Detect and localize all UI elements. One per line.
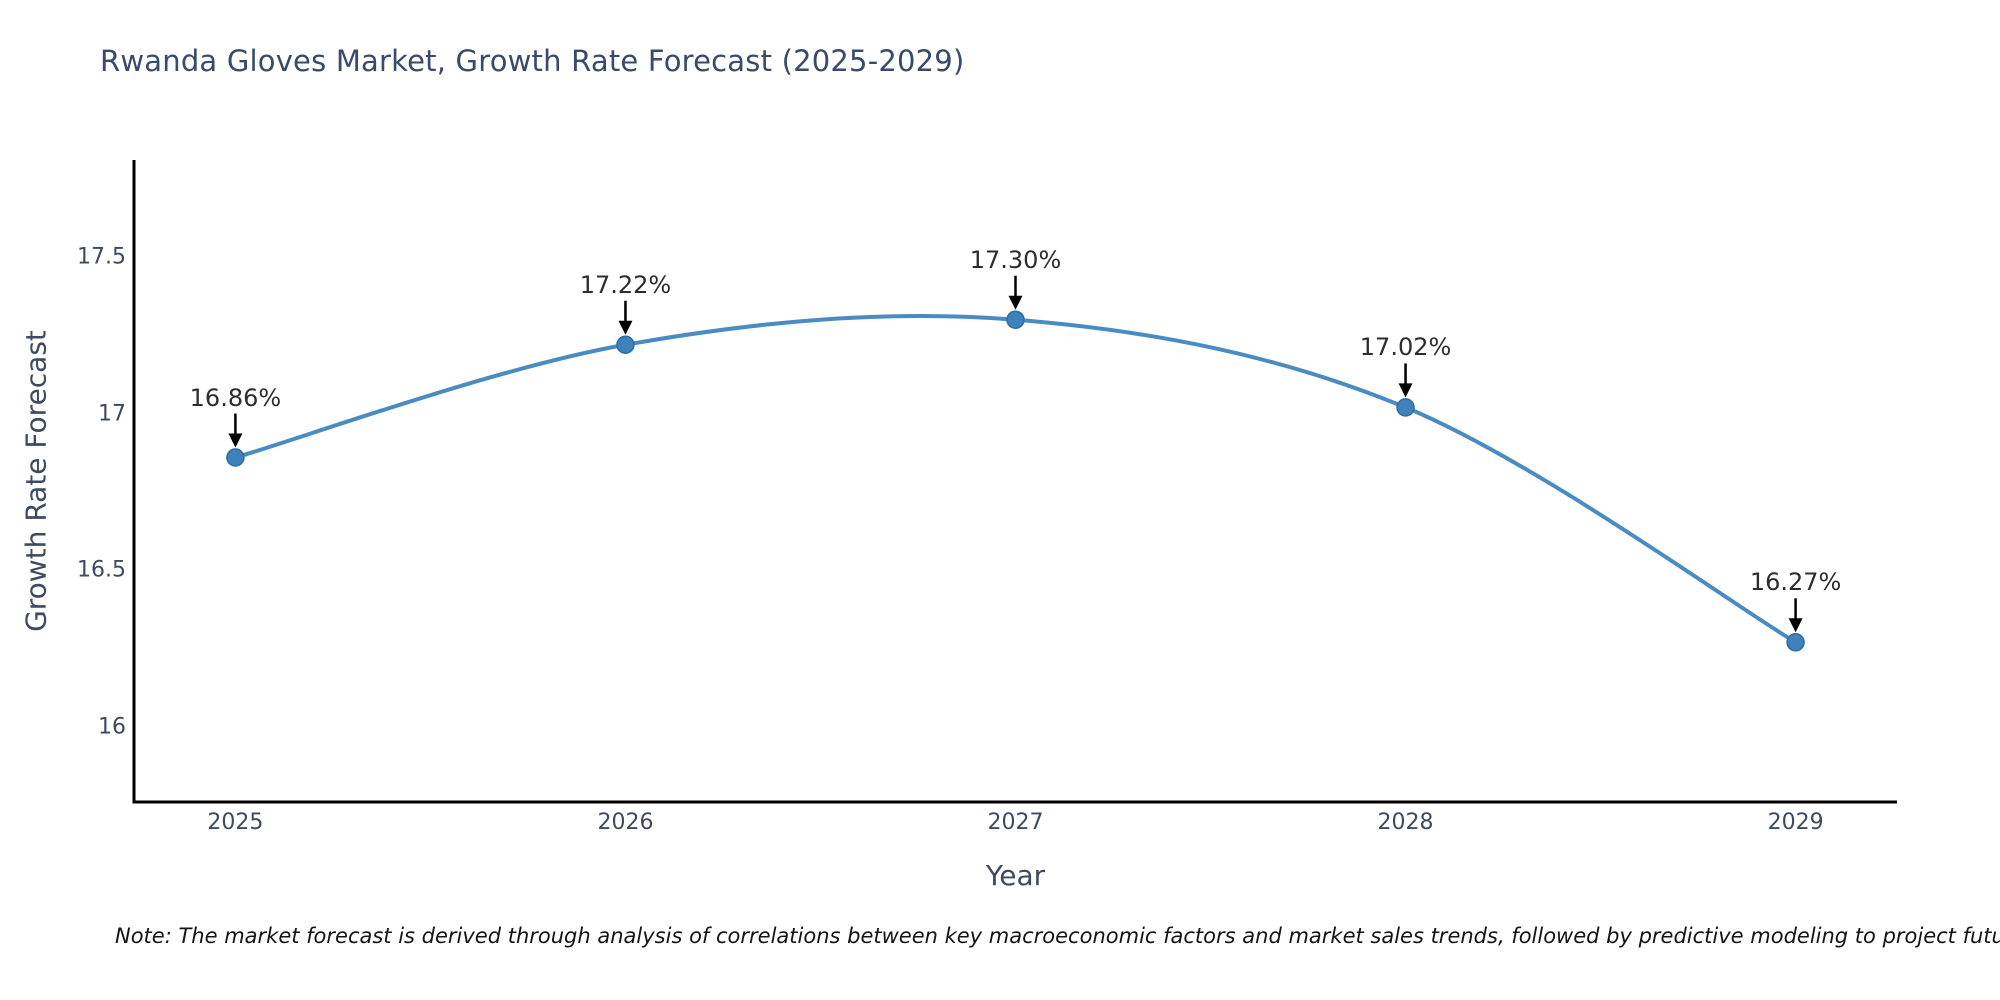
- x-axis-title: Year: [985, 859, 1046, 892]
- data-point-marker: [1006, 310, 1025, 329]
- footnote: Note: The market forecast is derived thr…: [115, 924, 2000, 948]
- y-tick-label: 17: [98, 401, 126, 427]
- x-tick-label: 2027: [987, 810, 1044, 835]
- y-tick-label: 16.5: [77, 557, 126, 583]
- chart-title: Rwanda Gloves Market, Growth Rate Foreca…: [100, 44, 965, 78]
- point-value-label: 16.86%: [189, 383, 282, 412]
- data-point-marker: [1786, 633, 1805, 652]
- point-value-label: 17.02%: [1359, 333, 1452, 362]
- data-point-marker: [1396, 398, 1415, 417]
- annotation-arrowhead-icon: [1008, 295, 1023, 310]
- data-point-marker: [226, 448, 245, 467]
- x-tick-label: 2028: [1377, 810, 1434, 835]
- forecast-line: [233, 313, 1798, 645]
- annotation-arrowhead-icon: [1398, 383, 1413, 398]
- annotation-arrowhead-icon: [618, 320, 633, 335]
- y-tick-label: 16: [98, 714, 126, 740]
- x-tick-label: 2026: [597, 810, 654, 835]
- data-point-marker: [616, 335, 635, 355]
- point-value-label: 17.22%: [579, 270, 672, 299]
- x-tick-label: 2029: [1767, 810, 1824, 835]
- x-tick-label: 2025: [207, 810, 264, 835]
- point-value-label: 16.27%: [1749, 568, 1842, 597]
- annotation-arrowhead-icon: [228, 433, 243, 448]
- y-axis-title: Growth Rate Forecast: [19, 330, 53, 632]
- annotation-arrowhead-icon: [1788, 618, 1803, 633]
- point-value-label: 17.30%: [969, 245, 1062, 274]
- y-tick-label: 17.5: [77, 244, 126, 270]
